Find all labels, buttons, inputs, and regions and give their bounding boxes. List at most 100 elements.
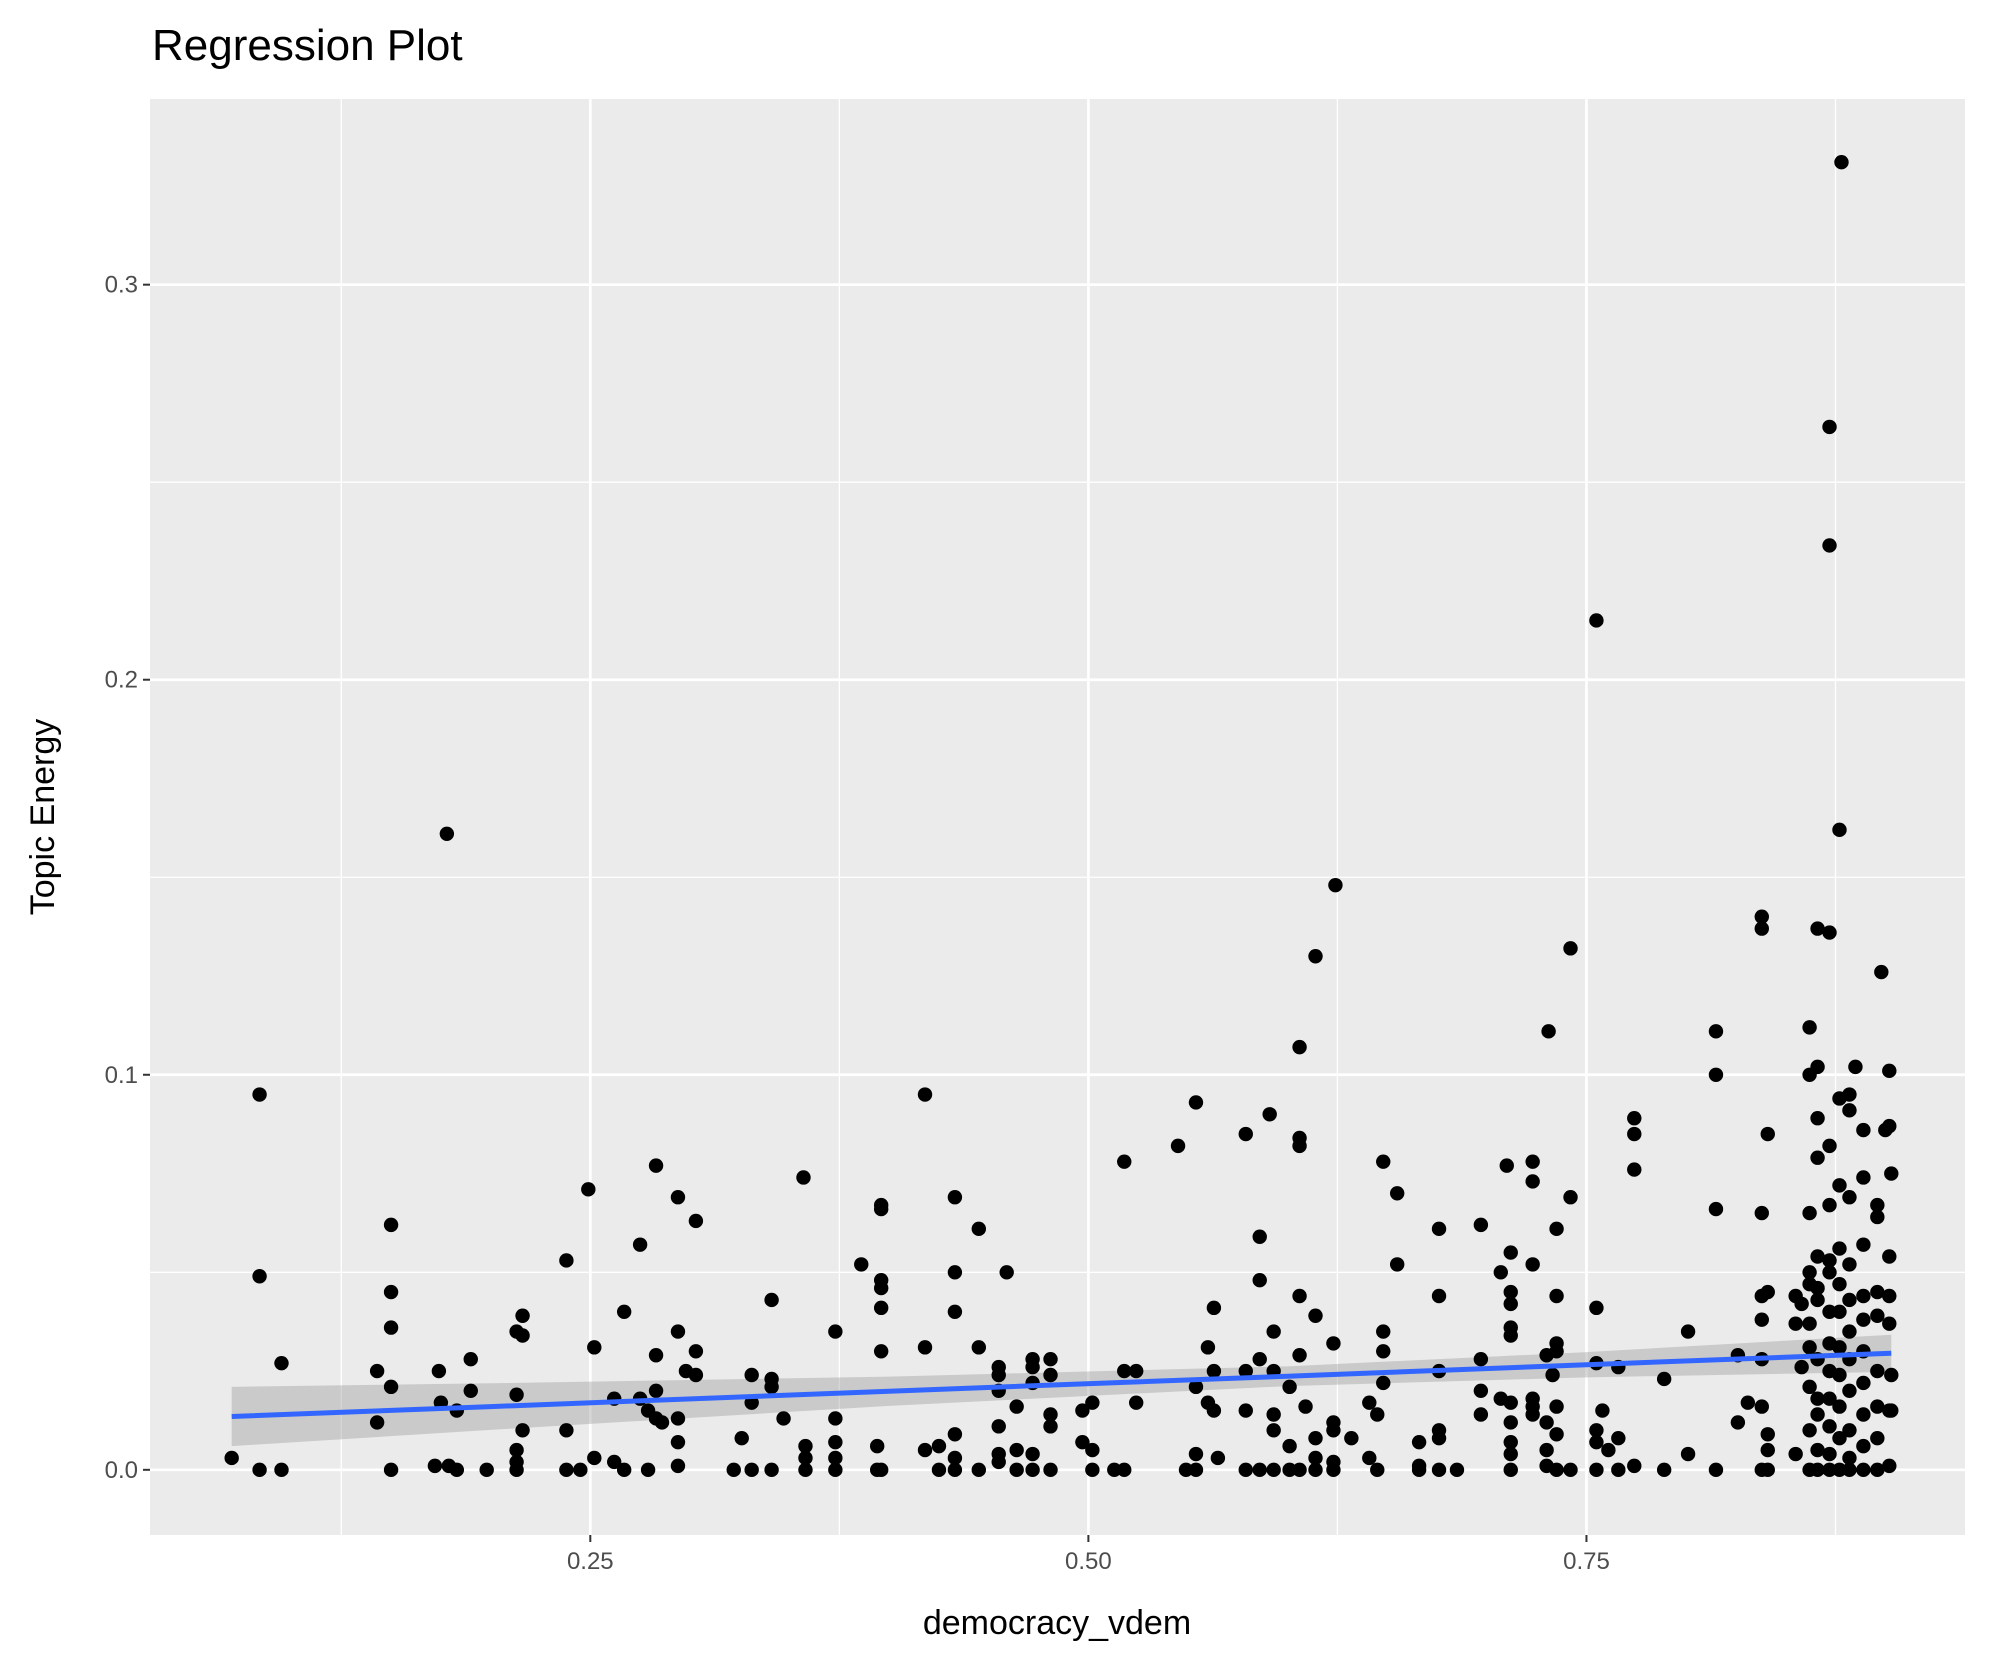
data-point (1043, 1462, 1058, 1478)
data-point (1822, 1391, 1837, 1406)
data-point (1389, 1186, 1405, 1201)
data-point (1188, 1446, 1204, 1462)
data-point (1810, 1249, 1825, 1264)
data-point (764, 1292, 779, 1308)
data-point (1680, 1324, 1696, 1339)
data-point (1085, 1442, 1100, 1458)
data-point (744, 1367, 759, 1383)
data-point (1882, 1316, 1897, 1331)
data-point (1188, 1462, 1204, 1478)
data-point (427, 1458, 443, 1474)
data-point (971, 1462, 987, 1478)
data-point (1107, 1462, 1122, 1478)
data-point (917, 1087, 933, 1102)
data-point (1708, 1201, 1724, 1217)
data-point (1832, 1304, 1847, 1319)
data-point (1884, 1403, 1899, 1418)
y-tick-label: 0.3 (105, 272, 138, 299)
data-point (1760, 1462, 1775, 1478)
data-point (1708, 1067, 1724, 1082)
data-point (991, 1454, 1006, 1470)
data-point (1298, 1399, 1313, 1414)
data-point (1411, 1434, 1427, 1450)
data-point (1563, 941, 1578, 956)
data-point (734, 1431, 749, 1446)
data-point (947, 1190, 963, 1205)
data-point (1043, 1367, 1058, 1383)
data-point (1043, 1407, 1058, 1422)
data-point (369, 1415, 385, 1430)
data-point (1802, 1340, 1817, 1355)
data-point (1206, 1363, 1222, 1379)
data-point (1832, 1399, 1847, 1414)
data-point (971, 1340, 987, 1355)
data-point (648, 1158, 664, 1173)
x-tick-label: 0.25 (567, 1548, 614, 1575)
data-point (1541, 1024, 1556, 1039)
data-point (383, 1462, 399, 1478)
data-point (1449, 1462, 1465, 1478)
data-point (587, 1450, 602, 1466)
data-point (1884, 1367, 1899, 1383)
data-point (1754, 1205, 1769, 1221)
data-point (1810, 1280, 1825, 1296)
data-point (1188, 1095, 1204, 1110)
data-point (1282, 1438, 1297, 1454)
data-point (1842, 1190, 1857, 1205)
data-point (1882, 1458, 1897, 1474)
data-point (1292, 1288, 1307, 1304)
data-point (1178, 1462, 1194, 1478)
data-point (1549, 1399, 1564, 1414)
data-point (1822, 1462, 1837, 1478)
data-point (648, 1348, 664, 1363)
data-point (1525, 1407, 1540, 1422)
data-point (1188, 1379, 1204, 1395)
data-point (1856, 1462, 1871, 1478)
data-point (1238, 1403, 1253, 1418)
data-point (607, 1454, 622, 1470)
data-point (1128, 1363, 1144, 1379)
data-point (1370, 1462, 1385, 1478)
data-point (1788, 1446, 1803, 1462)
data-point (1206, 1300, 1222, 1316)
data-point (1788, 1316, 1803, 1331)
data-point (1611, 1462, 1626, 1478)
data-point (515, 1423, 530, 1438)
data-point (1842, 1087, 1857, 1102)
data-point (1210, 1450, 1226, 1466)
data-point (1589, 1423, 1604, 1438)
data-point (1856, 1122, 1871, 1138)
data-point (1832, 1462, 1847, 1478)
data-point (1802, 1379, 1817, 1395)
data-point (828, 1324, 843, 1339)
data-point (1525, 1257, 1540, 1272)
data-point (1200, 1340, 1216, 1355)
data-point (1238, 1126, 1253, 1142)
data-point (1627, 1162, 1642, 1177)
data-point (796, 1170, 811, 1185)
data-point (431, 1363, 447, 1379)
data-point (509, 1442, 524, 1458)
data-point (1856, 1438, 1871, 1454)
x-tick-label: 0.75 (1563, 1548, 1610, 1575)
data-point (1870, 1197, 1885, 1213)
data-point (252, 1269, 267, 1284)
data-point (798, 1438, 813, 1454)
data-point (1822, 419, 1837, 435)
data-point (640, 1462, 656, 1478)
data-point (274, 1355, 289, 1371)
data-point (1326, 1423, 1341, 1438)
data-point (1473, 1383, 1489, 1399)
data-point (1539, 1442, 1554, 1458)
data-point (369, 1363, 385, 1379)
data-point (1389, 1257, 1405, 1272)
data-point (1170, 1138, 1186, 1154)
data-point (1810, 1407, 1825, 1422)
data-point (1810, 1150, 1825, 1165)
data-point (1810, 1391, 1825, 1406)
data-point (654, 1415, 670, 1430)
data-point (1882, 1063, 1897, 1079)
data-point (1870, 1431, 1885, 1446)
data-point (1370, 1407, 1385, 1422)
data-point (1117, 1154, 1132, 1169)
